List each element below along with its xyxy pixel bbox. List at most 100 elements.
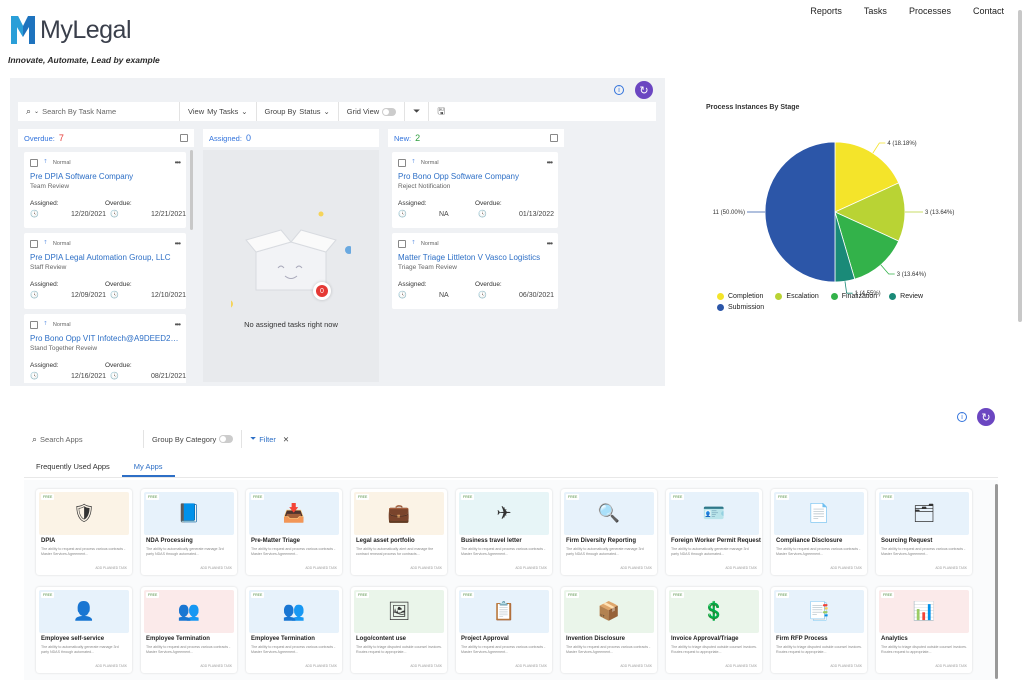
assigned-date: NA xyxy=(439,291,449,299)
add-planned-task-link[interactable]: ADD PLANNED TASK xyxy=(725,566,757,570)
task-checkbox[interactable] xyxy=(30,320,38,329)
pie-slice-finalization[interactable] xyxy=(834,211,900,280)
page-scrollbar[interactable] xyxy=(1018,10,1022,322)
nav-contact[interactable]: Contact xyxy=(972,6,1004,16)
add-planned-task-link[interactable]: ADD PLANNED TASK xyxy=(200,566,232,570)
task-title[interactable]: Pro Bono Opp VIT Infotech@A9DEED29... xyxy=(30,334,180,343)
toggle-switch[interactable] xyxy=(219,435,234,443)
tab-frequently-used[interactable]: Frequently Used Apps xyxy=(36,462,110,471)
nav-tasks[interactable]: Tasks xyxy=(863,6,887,16)
add-planned-task-link[interactable]: ADD PLANNED TASK xyxy=(830,566,862,570)
task-card[interactable]: 🡑 Normal ••• Pre DPIA Software Company T… xyxy=(24,152,186,228)
app-name: Analytics xyxy=(881,636,908,642)
app-card[interactable]: 📊 FREE Analytics The ability to triage d… xyxy=(876,587,972,673)
pie-slice-escalation[interactable] xyxy=(834,182,906,242)
add-planned-task-link[interactable]: ADD PLANNED TASK xyxy=(305,566,337,570)
add-planned-task-link[interactable]: ADD PLANNED TASK xyxy=(410,664,442,668)
apps-search[interactable]: ⌕ Search Apps xyxy=(24,430,144,448)
nav-reports[interactable]: Reports xyxy=(810,6,842,16)
app-card[interactable]: 📥 FREE Pre-Matter Triage The ability to … xyxy=(246,489,342,575)
apps-scrollbar[interactable] xyxy=(995,484,998,679)
app-name: Legal asset portfolio xyxy=(356,538,415,544)
app-card[interactable]: 💲 FREE Invoice Approval/Triage The abili… xyxy=(666,587,762,673)
task-card[interactable]: 🡑 Normal ••• Pro Bono Opp VIT Infotech@A… xyxy=(24,314,186,390)
app-card[interactable]: 📦 FREE Invention Disclosure The ability … xyxy=(561,587,657,673)
task-title[interactable]: Pro Bono Opp Software Company xyxy=(398,172,519,181)
view-dropdown[interactable]: View My Tasks ⌄ xyxy=(180,102,257,121)
task-card[interactable]: 🡑 Normal ••• Pro Bono Opp Software Compa… xyxy=(392,152,558,228)
apps-filter[interactable]: ⏷ Filter ✕ xyxy=(242,430,297,448)
overdue-scrollbar[interactable] xyxy=(190,150,193,230)
task-title[interactable]: Pre DPIA Legal Automation Group, LLC xyxy=(30,253,171,262)
task-checkbox[interactable] xyxy=(30,158,38,167)
app-card[interactable]: 🛡 FREE DPIA The ability to request and p… xyxy=(36,489,132,575)
toggle-switch[interactable] xyxy=(382,107,397,116)
add-planned-task-link[interactable]: ADD PLANNED TASK xyxy=(620,664,652,668)
legend-item[interactable]: Escalation xyxy=(775,293,819,300)
app-card[interactable]: 📄 FREE Compliance Disclosure The ability… xyxy=(771,489,867,575)
pie-slice-completion[interactable] xyxy=(834,141,900,213)
app-card[interactable]: 📋 FREE Project Approval The ability to r… xyxy=(456,587,552,673)
refresh-icon[interactable]: ↻ xyxy=(635,81,653,99)
brand-logo[interactable]: MyLegal xyxy=(10,14,132,46)
app-card[interactable]: 👥 FREE Employee Termination The ability … xyxy=(246,587,342,673)
task-card[interactable]: 🡑 Normal ••• Pre DPIA Legal Automation G… xyxy=(24,233,186,309)
assigned-column-body: 0 No assigned tasks right now xyxy=(203,150,379,382)
add-planned-task-link[interactable]: ADD PLANNED TASK xyxy=(935,566,967,570)
app-card[interactable]: 💼 FREE Legal asset portfolio The ability… xyxy=(351,489,447,575)
priority-arrow-icon: 🡑 xyxy=(412,159,415,165)
app-card[interactable]: 🗂 FREE Sourcing Request The ability to r… xyxy=(876,489,972,575)
task-checkbox[interactable] xyxy=(398,239,406,248)
grid-view-toggle[interactable]: Grid View xyxy=(339,102,406,121)
task-title[interactable]: Pre DPIA Software Company xyxy=(30,172,134,181)
apps-search-input[interactable]: Search Apps xyxy=(40,434,83,444)
add-planned-task-link[interactable]: ADD PLANNED TASK xyxy=(515,566,547,570)
more-options-icon[interactable]: ••• xyxy=(546,158,553,167)
legend-item[interactable]: Finalization xyxy=(830,293,877,300)
select-all-checkbox[interactable] xyxy=(180,134,188,142)
select-all-checkbox[interactable] xyxy=(550,134,558,142)
legend-item[interactable]: Review xyxy=(889,293,923,300)
more-options-icon[interactable]: ••• xyxy=(174,320,181,329)
app-card[interactable]: 👤 FREE Employee self-service The ability… xyxy=(36,587,132,673)
add-planned-task-link[interactable]: ADD PLANNED TASK xyxy=(200,664,232,668)
app-card[interactable]: 🖼 FREE Logo/content use The ability to t… xyxy=(351,587,447,673)
info-icon[interactable]: i xyxy=(957,412,967,422)
tab-my-apps[interactable]: My Apps xyxy=(121,456,175,477)
task-card[interactable]: 🡑 Normal ••• Matter Triage Littleton V V… xyxy=(392,233,558,309)
group-by-dropdown[interactable]: Group By Status ⌄ xyxy=(257,102,339,121)
app-card[interactable]: 🔍 FREE Firm Diversity Reporting The abil… xyxy=(561,489,657,575)
info-icon[interactable]: i xyxy=(614,85,624,95)
filter-button[interactable]: ⏷ xyxy=(405,102,430,121)
more-options-icon[interactable]: ••• xyxy=(174,239,181,248)
task-search-input[interactable]: Search By Task Name xyxy=(42,107,117,116)
refresh-icon[interactable]: ↻ xyxy=(977,408,995,426)
add-planned-task-link[interactable]: ADD PLANNED TASK xyxy=(305,664,337,668)
add-planned-task-link[interactable]: ADD PLANNED TASK xyxy=(620,566,652,570)
task-checkbox[interactable] xyxy=(398,158,406,167)
add-planned-task-link[interactable]: ADD PLANNED TASK xyxy=(515,664,547,668)
legend-item[interactable]: Submission xyxy=(717,304,764,311)
group-by-category-toggle[interactable]: Group By Category xyxy=(144,430,243,448)
app-card[interactable]: 📘 FREE NDA Processing The ability to aut… xyxy=(141,489,237,575)
legend-item[interactable]: Completion xyxy=(717,293,763,300)
add-planned-task-link[interactable]: ADD PLANNED TASK xyxy=(725,664,757,668)
task-checkbox[interactable] xyxy=(30,239,38,248)
task-title[interactable]: Matter Triage Littleton V Vasco Logistic… xyxy=(398,253,541,262)
more-options-icon[interactable]: ••• xyxy=(174,158,181,167)
app-card[interactable]: ✈ FREE Business travel letter The abilit… xyxy=(456,489,552,575)
nav-processes[interactable]: Processes xyxy=(908,6,951,16)
save-button[interactable]: 🖫 xyxy=(429,102,453,121)
add-planned-task-link[interactable]: ADD PLANNED TASK xyxy=(830,664,862,668)
close-icon[interactable]: ✕ xyxy=(282,434,290,444)
more-options-icon[interactable]: ••• xyxy=(546,239,553,248)
add-planned-task-link[interactable]: ADD PLANNED TASK xyxy=(95,664,127,668)
pie-slice-submission[interactable] xyxy=(764,141,836,283)
app-card[interactable]: 📑 FREE Firm RFP Process The ability to t… xyxy=(771,587,867,673)
add-planned-task-link[interactable]: ADD PLANNED TASK xyxy=(410,566,442,570)
add-planned-task-link[interactable]: ADD PLANNED TASK xyxy=(95,566,127,570)
app-card[interactable]: 🪪 FREE Foreign Worker Permit Request The… xyxy=(666,489,762,575)
add-planned-task-link[interactable]: ADD PLANNED TASK xyxy=(935,664,967,668)
task-search[interactable]: ⌕ ⌄ Search By Task Name xyxy=(18,102,180,121)
app-card[interactable]: 👥 FREE Employee Termination The ability … xyxy=(141,587,237,673)
